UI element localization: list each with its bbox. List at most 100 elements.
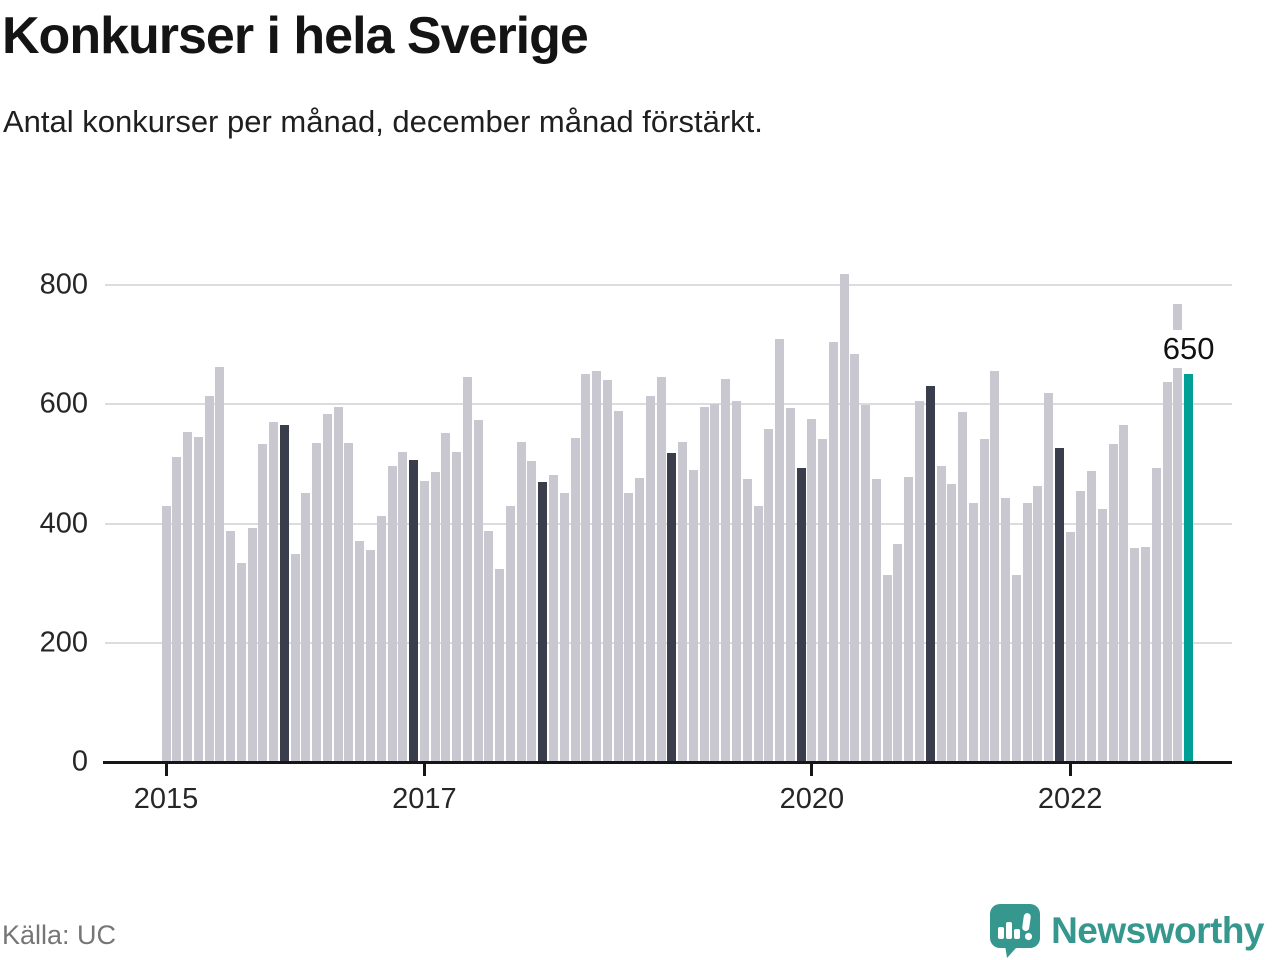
december-bar-2016	[409, 460, 419, 762]
month-bar	[322, 413, 332, 762]
month-bar	[462, 376, 472, 762]
source-note: Källa: UC	[2, 920, 117, 950]
newsworthy-logo-icon	[989, 903, 1041, 959]
brand-lockup: Newsworthy	[989, 903, 1264, 959]
month-bar	[226, 530, 236, 762]
month-bar	[398, 451, 408, 762]
month-bar	[1087, 471, 1097, 762]
y-axis-label-800: 800	[39, 268, 88, 301]
month-bar	[710, 404, 720, 762]
month-bar	[559, 493, 569, 762]
month-bar	[742, 478, 752, 762]
x-axis-tick-2020	[810, 763, 814, 776]
month-bar	[731, 400, 741, 762]
month-bar	[215, 366, 225, 762]
month-bar	[1162, 382, 1172, 762]
value-annotation: 650	[1158, 330, 1219, 369]
month-bar	[1065, 532, 1075, 762]
december-bar-2021	[1054, 447, 1064, 762]
month-bar	[818, 438, 828, 762]
x-axis-tick-2017	[422, 763, 426, 776]
month-bar	[258, 444, 268, 762]
month-bar	[516, 442, 526, 762]
x-axis-tick-2015	[164, 763, 168, 776]
month-bar	[613, 410, 623, 762]
month-bar	[914, 400, 924, 762]
month-bar	[850, 354, 860, 762]
december-bar-2019	[796, 468, 806, 762]
month-bar	[1011, 574, 1021, 762]
month-bar	[678, 441, 688, 762]
month-bar	[441, 432, 451, 762]
page-title: Konkurser i hela Sverige	[2, 7, 589, 65]
month-bar	[1022, 502, 1032, 762]
gridline-y-600	[105, 403, 1232, 406]
month-bar	[958, 412, 968, 762]
highlighted-bar-2022-12	[1184, 374, 1194, 762]
december-bar-2018	[667, 453, 677, 762]
month-bar	[871, 479, 881, 762]
month-bar	[527, 461, 537, 762]
month-bar	[312, 443, 322, 762]
month-bar	[419, 481, 429, 762]
month-bar	[699, 407, 709, 762]
month-bar	[968, 502, 978, 762]
month-bar	[333, 407, 343, 762]
month-bar	[290, 553, 300, 762]
month-bar	[785, 407, 795, 762]
month-bar	[376, 515, 386, 762]
month-bar	[936, 465, 946, 762]
month-bar	[430, 472, 440, 762]
month-bar	[904, 476, 914, 762]
month-bar	[204, 395, 214, 762]
month-bar	[505, 505, 515, 762]
month-bar	[269, 421, 279, 762]
month-bar	[990, 370, 1000, 762]
month-bar	[549, 474, 558, 762]
month-bar	[366, 550, 376, 762]
month-bar	[172, 456, 182, 762]
month-bar	[355, 541, 365, 762]
y-axis-label-400: 400	[39, 507, 88, 539]
x-axis-label-2017: 2017	[392, 783, 457, 815]
month-bar	[1119, 425, 1129, 762]
x-axis-label-2022: 2022	[1037, 783, 1103, 815]
month-bar	[387, 466, 397, 762]
month-bar	[1076, 491, 1086, 762]
month-bar	[979, 438, 989, 762]
x-axis-tick-2022	[1068, 763, 1072, 776]
month-bar	[1173, 304, 1183, 762]
month-bar	[570, 437, 580, 762]
december-bar-2015	[279, 425, 289, 762]
month-bar	[1151, 468, 1161, 762]
month-bar	[861, 405, 871, 762]
brand-wordmark: Newsworthy	[1051, 910, 1264, 951]
month-bar	[495, 569, 505, 762]
month-bar	[301, 493, 311, 762]
gridline-y-800	[105, 284, 1232, 286]
month-bar	[602, 379, 612, 762]
month-bar	[764, 428, 774, 762]
month-bar	[893, 544, 903, 762]
month-bar	[473, 419, 483, 762]
x-axis-label-2020: 2020	[779, 783, 845, 815]
month-bar	[839, 274, 849, 762]
month-bar	[656, 376, 666, 762]
month-bar	[484, 531, 494, 762]
month-bar	[592, 370, 602, 762]
y-axis-label-0: 0	[71, 745, 88, 778]
x-axis-label-2015: 2015	[133, 783, 199, 815]
x-axis-line	[103, 761, 1232, 764]
month-bar	[645, 395, 655, 762]
month-bar	[775, 339, 785, 762]
month-bar	[581, 374, 591, 762]
month-bar	[1097, 508, 1107, 762]
month-bar	[882, 574, 892, 762]
y-axis-label-600: 600	[39, 387, 88, 420]
month-bar	[947, 483, 957, 762]
month-bar	[193, 437, 203, 762]
month-bar	[247, 527, 257, 762]
month-bar	[828, 341, 838, 762]
month-bar	[1108, 443, 1118, 762]
month-bar	[1001, 497, 1011, 762]
